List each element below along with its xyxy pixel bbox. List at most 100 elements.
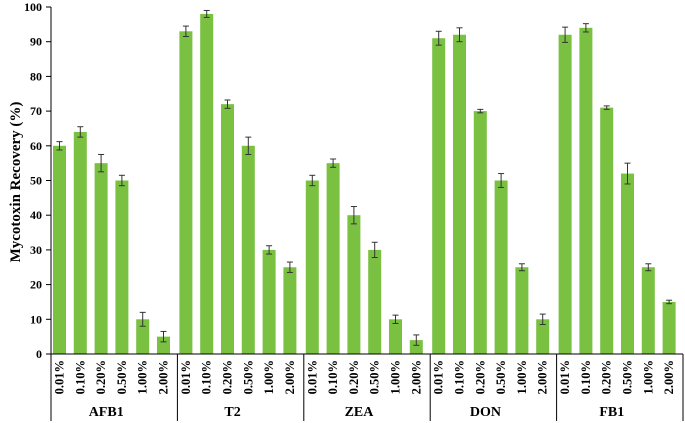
error-bar [350, 206, 357, 225]
bar [453, 34, 466, 354]
x-category-label: 0.50% [621, 360, 635, 394]
error-bar [330, 158, 337, 168]
y-tick-label: 80 [30, 69, 42, 83]
y-tick-label: 0 [36, 347, 42, 361]
bar [283, 267, 297, 354]
error-bar [77, 126, 84, 138]
x-category-label: 0.50% [368, 360, 382, 394]
x-category-label: 1.00% [515, 360, 529, 394]
x-category-label: 1.00% [389, 360, 403, 394]
bar [662, 301, 676, 354]
bar [221, 104, 234, 354]
x-category-label: 0.20% [347, 360, 361, 394]
x-category-label: 1.00% [136, 360, 150, 394]
x-category-label: 0.01% [558, 360, 572, 394]
y-tick-label: 90 [30, 35, 42, 49]
y-tick-label: 100 [24, 0, 42, 14]
y-tick-label: 20 [30, 278, 42, 292]
error-bar [371, 241, 378, 259]
error-bar [518, 263, 525, 272]
error-bar [624, 162, 631, 185]
error-bar [477, 108, 484, 114]
bar [326, 163, 340, 354]
y-axis-title: Mycotoxin Recovery (%) [8, 102, 24, 263]
y-tick-label: 40 [30, 208, 42, 222]
x-group-label: DON [470, 405, 501, 420]
x-category-label: 0.20% [221, 360, 235, 394]
x-axis: 0.01% 0.10% 0.20% 0.50% 1.00% 2.00% AFB1 0.01% 0… [50, 353, 684, 421]
error-bar [182, 25, 189, 37]
error-bar [160, 330, 167, 343]
y-tick-label: 30 [30, 243, 42, 257]
error-bar [309, 174, 316, 187]
bar [136, 319, 150, 354]
x-category-label: 2.00% [662, 360, 676, 394]
x-category-label: 0.10% [326, 360, 340, 394]
y-tick-label: 70 [30, 104, 42, 118]
error-bar [645, 263, 652, 272]
x-category-label: 2.00% [157, 360, 171, 394]
x-category-label: 0.50% [115, 360, 129, 394]
error-bar [98, 153, 105, 173]
x-category-label: 2.00% [283, 360, 297, 394]
y-axis: 0 10 20 30 40 50 60 70 80 90 100 [24, 0, 52, 361]
y-tick-label: 10 [30, 312, 42, 326]
bar [389, 319, 402, 354]
bar [347, 215, 361, 354]
bar [262, 249, 276, 354]
x-group-label: T2 [224, 405, 240, 420]
bar [641, 267, 655, 354]
error-bar [666, 299, 673, 305]
x-category-label: 0.50% [241, 360, 255, 394]
bar-groups [53, 9, 676, 354]
bar [53, 145, 66, 354]
error-bar [498, 173, 505, 188]
error-bar [392, 314, 399, 324]
bar [305, 180, 319, 354]
x-category-label: 0.01% [53, 360, 67, 394]
x-category-label: 0.10% [200, 360, 214, 394]
x-category-label: 0.50% [494, 360, 508, 394]
error-bar [413, 334, 420, 346]
x-category-label: 2.00% [536, 360, 550, 394]
x-category-label: 0.01% [179, 360, 193, 394]
bar [515, 267, 529, 354]
x-group-label: AFB1 [89, 405, 124, 420]
bar [432, 38, 446, 354]
error-bar [582, 23, 589, 33]
error-bar [56, 141, 63, 151]
x-group-label: FB1 [599, 405, 624, 420]
x-category-label: 0.10% [453, 360, 467, 394]
x-category-label: 0.20% [94, 360, 108, 394]
x-category-label: 2.00% [409, 360, 423, 394]
y-tick-label: 50 [30, 174, 42, 188]
x-category-label: 1.00% [262, 360, 276, 394]
bar [473, 111, 487, 354]
error-bar [562, 26, 569, 43]
error-bar [603, 105, 610, 110]
bar [179, 31, 193, 354]
bar [241, 145, 255, 354]
x-category-label: 0.20% [600, 360, 614, 394]
y-tick-label: 60 [30, 139, 42, 153]
error-bar [286, 261, 293, 273]
error-bar [118, 174, 125, 187]
error-bar [539, 313, 546, 326]
x-category-label: 1.00% [641, 360, 655, 394]
error-bar [266, 245, 273, 255]
bar [558, 34, 572, 354]
bar [157, 336, 170, 354]
x-category-label: 0.01% [432, 360, 446, 394]
x-category-label: 0.10% [73, 360, 87, 394]
bar [621, 173, 634, 354]
error-bar [456, 27, 463, 43]
bar [600, 107, 614, 354]
x-category-label: 0.01% [305, 360, 319, 394]
x-category-label: 0.10% [579, 360, 593, 394]
x-category-label: 0.20% [473, 360, 487, 394]
error-bar [139, 311, 146, 327]
x-group-label: ZEA [345, 405, 375, 420]
bar [536, 319, 550, 354]
bar [579, 27, 593, 354]
